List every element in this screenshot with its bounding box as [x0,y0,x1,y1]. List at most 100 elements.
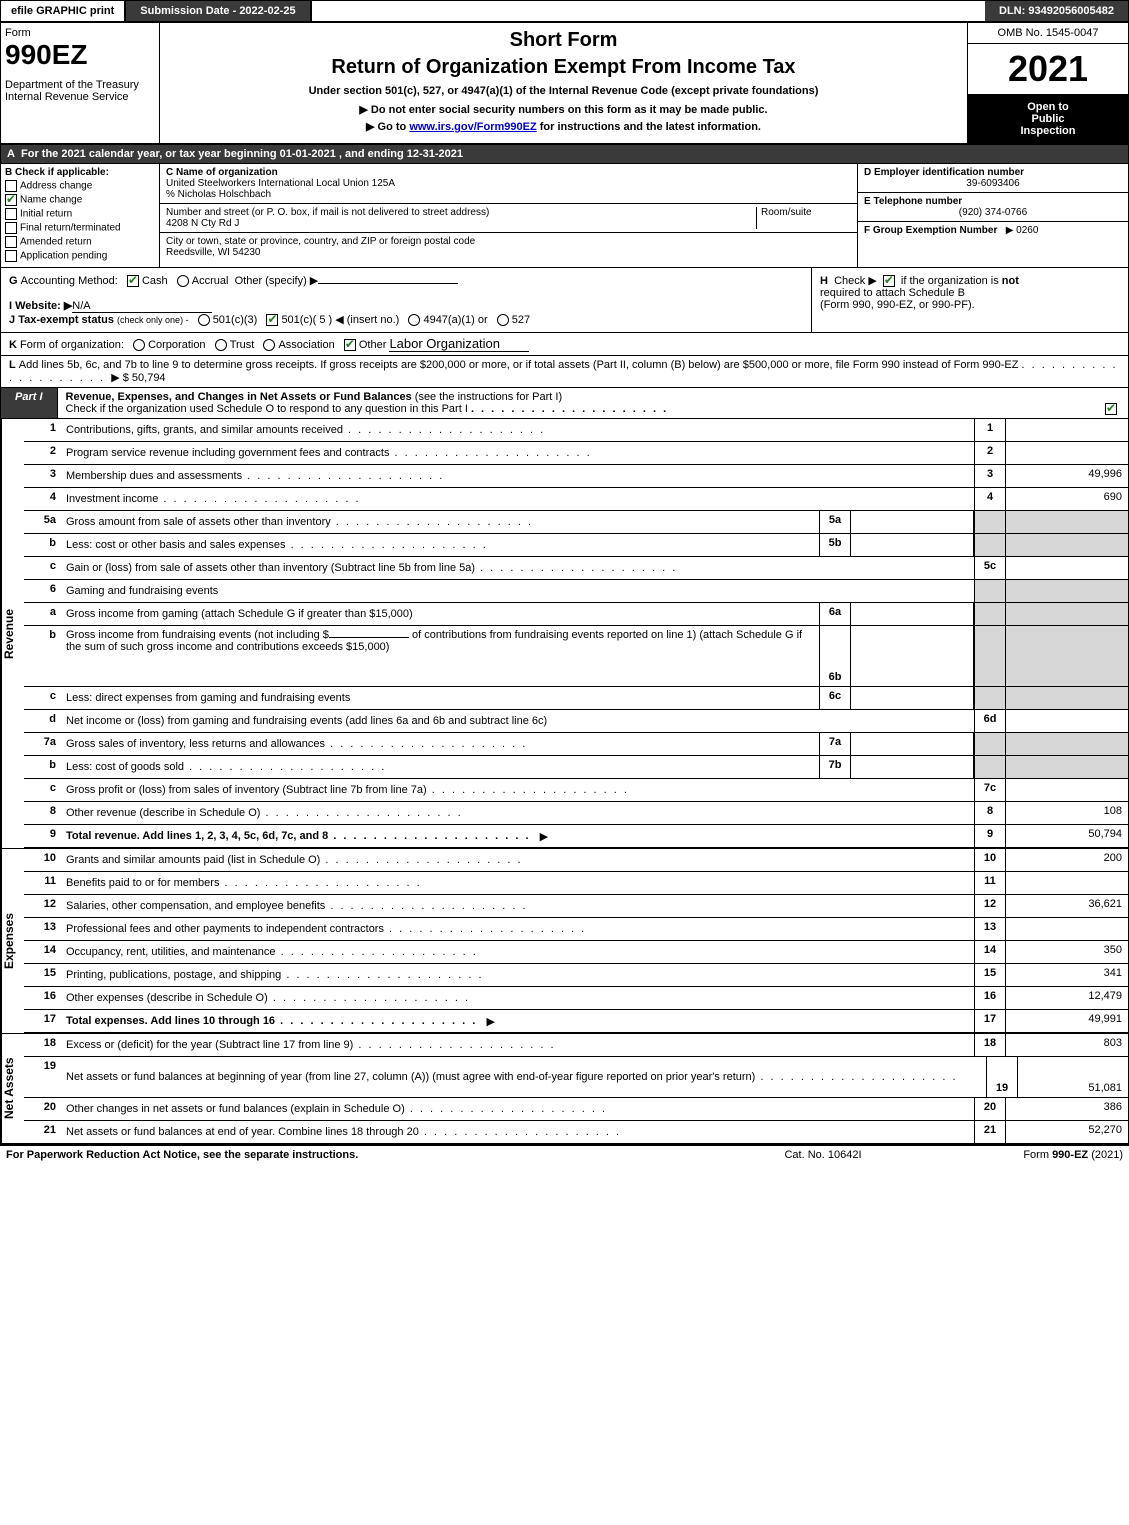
k-label: Form of organization: [20,339,124,351]
j-opt3: 4947(a)(1) or [423,314,487,326]
l-arrow: ▶ [111,372,119,384]
rv-2 [1006,442,1128,464]
rn-19-shade [987,1060,1017,1082]
desc-19: Net assets or fund balances at beginning… [66,1071,958,1083]
rv-4: 690 [1006,488,1128,510]
rn-5a-shade [974,511,1006,533]
line-8: 8 Other revenue (describe in Schedule O)… [24,802,1128,825]
efile-print-button[interactable]: efile GRAPHIC print [1,1,126,21]
radio-501c3[interactable] [198,314,210,326]
i-letter: I [9,300,12,312]
cb-final-return[interactable] [5,222,17,234]
line-1: 1 Contributions, gifts, grants, and simi… [24,419,1128,442]
radio-trust[interactable] [215,339,227,351]
j-label: Tax-exempt status [18,314,114,326]
desc-17: Total expenses. Add lines 10 through 16 [66,1015,477,1027]
department-label: Department of the Treasury Internal Reve… [5,79,155,103]
ln-6b: b [24,626,62,686]
desc-5c: Gain or (loss) from sale of assets other… [66,562,677,574]
mn-6a: 6a [819,603,851,625]
header-left: Form 990EZ Department of the Treasury In… [1,23,160,143]
line-14: 14 Occupancy, rent, utilities, and maint… [24,941,1128,964]
radio-4947[interactable] [408,314,420,326]
omb-number: OMB No. 1545-0047 [968,23,1128,44]
rn-16: 16 [974,987,1006,1009]
rv-6d [1006,710,1128,732]
cb-amended-return[interactable] [5,236,17,248]
desc-6c: Less: direct expenses from gaming and fu… [66,692,350,704]
irs-link[interactable]: www.irs.gov/Form990EZ [409,121,536,133]
desc-7c: Gross profit or (loss) from sales of inv… [66,784,629,796]
cb-name-change[interactable] [5,194,17,206]
rv-5c [1006,557,1128,579]
ln-20: 20 [24,1098,62,1120]
rn-5b-shade [974,534,1006,556]
desc-6d: Net income or (loss) from gaming and fun… [66,715,547,727]
page-footer: For Paperwork Reduction Act Notice, see … [0,1144,1129,1164]
mv-5b [851,534,974,556]
part-1-check-text: Check if the organization used Schedule … [66,403,468,415]
mn-7a: 7a [819,733,851,755]
phone-value: (920) 374-0766 [864,207,1122,218]
rv-10: 200 [1006,849,1128,871]
line-4: 4 Investment income 4 690 [24,488,1128,511]
j-note: (check only one) - [117,315,189,325]
cb-other-org[interactable] [344,339,356,351]
mv-6a [851,603,974,625]
rv-12: 36,621 [1006,895,1128,917]
cb-application-pending[interactable] [5,250,17,262]
sub3-post: for instructions and the latest informat… [537,121,761,133]
h-letter: H [820,275,828,287]
open-public-badge: Open to Public Inspection [968,95,1128,143]
ln-9: 9 [24,825,62,847]
org-name: United Steelworkers International Local … [166,178,851,189]
rn-7b-shade [974,756,1006,778]
line-7b: b Less: cost of goods sold 7b [24,756,1128,779]
desc-21: Net assets or fund balances at end of ye… [66,1126,621,1138]
line-13: 13 Professional fees and other payments … [24,918,1128,941]
desc-10: Grants and similar amounts paid (list in… [66,854,523,866]
radio-accrual[interactable] [177,275,189,287]
rn-18: 18 [974,1034,1006,1056]
cb-cash[interactable] [127,275,139,287]
city-label: City or town, state or province, country… [166,236,851,247]
rn-14: 14 [974,941,1006,963]
ln-7b: b [24,756,62,778]
desc-4: Investment income [66,493,361,505]
radio-527[interactable] [497,314,509,326]
rn-7c: 7c [974,779,1006,801]
rv-1 [1006,419,1128,441]
cb-address-change[interactable] [5,180,17,192]
line-5b: b Less: cost or other basis and sales ex… [24,534,1128,557]
desc-6b-pre: Gross income from fundraising events (no… [66,629,329,641]
expenses-body: 10 Grants and similar amounts paid (list… [24,849,1128,1033]
rn-1: 1 [974,419,1006,441]
ln-4: 4 [24,488,62,510]
cb-schedule-b[interactable] [883,275,895,287]
cb-501c[interactable] [266,314,278,326]
radio-assoc[interactable] [263,339,275,351]
rn-11: 11 [974,872,1006,894]
j-opt2: 501(c)( 5 ) ◀ (insert no.) [281,314,399,326]
mv-6b [851,626,974,686]
rn-19: 19 [987,1082,1017,1094]
top-bar: efile GRAPHIC print Submission Date - 20… [0,0,1129,23]
desc-8: Other revenue (describe in Schedule O) [66,807,463,819]
radio-corp[interactable] [133,339,145,351]
footer-right: Form 990-EZ (2021) [923,1149,1123,1161]
rv-5b-shade [1006,534,1128,556]
ln-21: 21 [24,1121,62,1143]
rv-21: 52,270 [1006,1121,1128,1143]
rn-3: 3 [974,465,1006,487]
g-other-input[interactable] [318,283,458,284]
rn-7a-shade [974,733,1006,755]
cb-schedule-o[interactable] [1105,403,1117,415]
l-text: Add lines 5b, 6c, and 7b to line 9 to de… [19,359,1019,371]
line-16: 16 Other expenses (describe in Schedule … [24,987,1128,1010]
desc-5b: Less: cost or other basis and sales expe… [66,539,488,551]
6b-blank[interactable] [329,637,409,638]
section-def: D Employer identification number 39-6093… [858,164,1128,267]
mv-5a [851,511,974,533]
rv-6-shade [1006,580,1128,602]
cb-initial-return[interactable] [5,208,17,220]
